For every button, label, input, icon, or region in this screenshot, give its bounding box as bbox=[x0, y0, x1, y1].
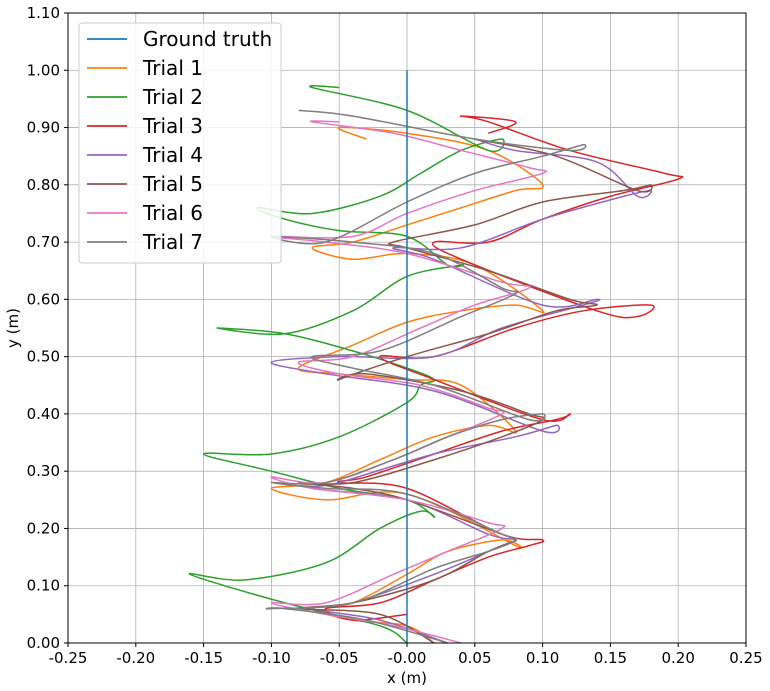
y-tick-label: 0.90 bbox=[27, 119, 60, 137]
legend: Ground truth Trial 1 Trial 2 Trial 3 Trial 4… bbox=[78, 22, 282, 264]
legend-label: Trial 2 bbox=[142, 85, 203, 109]
y-tick-label: 0.50 bbox=[27, 348, 60, 366]
series-line-trial-6 bbox=[270, 120, 547, 644]
y-tick-label: 1.10 bbox=[27, 4, 60, 22]
y-tick-label: 0.60 bbox=[27, 290, 60, 308]
x-tick-label: -0.15 bbox=[184, 649, 223, 667]
y-tick-label: 0.80 bbox=[27, 176, 60, 194]
x-tick-label: -0.05 bbox=[320, 649, 359, 667]
series-lines bbox=[188, 70, 684, 644]
legend-box bbox=[78, 22, 282, 264]
x-axis-label: x (m) bbox=[387, 669, 427, 687]
y-tick-label: 0.40 bbox=[27, 405, 60, 423]
x-axis-ticks: -0.25 -0.20 -0.15 -0.10 -0.05 -0.00 0.05 0.10 0.… bbox=[49, 643, 763, 667]
x-tick-label: 0.25 bbox=[729, 649, 762, 667]
x-tick-label: 0.20 bbox=[661, 649, 694, 667]
x-tick-label: -0.25 bbox=[49, 649, 88, 667]
y-tick-label: 0.20 bbox=[27, 519, 60, 537]
legend-label: Ground truth bbox=[143, 27, 272, 51]
series-line-trial-7 bbox=[265, 109, 587, 644]
y-tick-label: 0.70 bbox=[27, 233, 60, 251]
legend-label: Trial 7 bbox=[142, 230, 203, 254]
y-tick-label: 0.30 bbox=[27, 462, 60, 480]
x-tick-label: 0.15 bbox=[594, 649, 627, 667]
series-line-trial-2 bbox=[188, 85, 505, 644]
legend-label: Trial 5 bbox=[142, 172, 203, 196]
series-line-trial-4 bbox=[270, 138, 653, 644]
y-axis-ticks: 0.00 0.10 0.20 0.30 0.40 0.50 0.60 0.70 0.80 0.90… bbox=[27, 4, 68, 652]
legend-label: Trial 3 bbox=[142, 114, 203, 138]
x-tick-label: 0.10 bbox=[526, 649, 559, 667]
legend-label: Trial 4 bbox=[142, 143, 203, 167]
legend-label: Trial 1 bbox=[142, 56, 203, 80]
x-tick-label: -0.00 bbox=[388, 649, 427, 667]
series-line-trial-3 bbox=[324, 115, 684, 621]
legend-label: Trial 6 bbox=[142, 201, 203, 225]
x-tick-label: -0.20 bbox=[116, 649, 155, 667]
y-axis-label: y (m) bbox=[4, 308, 22, 348]
x-tick-label: 0.05 bbox=[458, 649, 491, 667]
y-tick-label: 1.00 bbox=[27, 61, 60, 79]
y-tick-label: 0.10 bbox=[27, 577, 60, 595]
x-tick-label: -0.10 bbox=[252, 649, 291, 667]
y-tick-label: 0.00 bbox=[27, 634, 60, 652]
